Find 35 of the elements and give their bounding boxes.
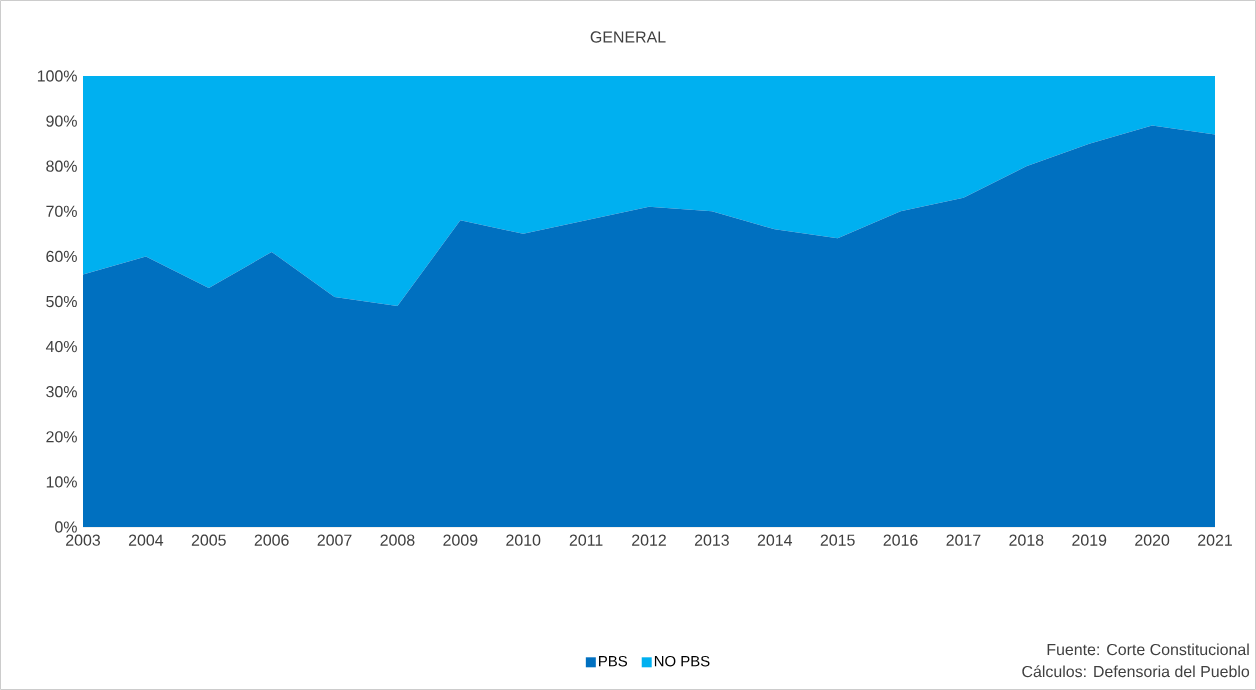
y-tick-label: 90% xyxy=(46,115,77,127)
y-tick-label: 100% xyxy=(37,70,77,82)
y-tick-label: 30% xyxy=(46,386,77,398)
y-tick-label: 40% xyxy=(45,340,77,353)
x-tick-label: 2015 xyxy=(820,534,855,546)
x-tick-label: 2018 xyxy=(1009,534,1044,546)
y-tick-label: 70% xyxy=(46,205,77,217)
x-tick-label: 2013 xyxy=(694,534,729,546)
x-tick-label: 2008 xyxy=(380,534,415,546)
y-tick-label: 0% xyxy=(55,521,77,533)
x-tick-label: 2017 xyxy=(946,534,981,546)
legend-label: NO PBS xyxy=(654,655,710,667)
x-tick-label: 2004 xyxy=(128,534,164,546)
source-note: Fuente: Corte Constitucional xyxy=(1047,643,1249,656)
text: Cálculos: Defensoria del Pueblo xyxy=(1022,665,1250,678)
x-tick-label: 2020 xyxy=(1135,534,1170,546)
x-tick-label: 2019 xyxy=(1072,534,1107,546)
x-tick-label: 2007 xyxy=(317,534,352,546)
x-tick-label: 2009 xyxy=(443,534,478,546)
x-tick-label: 2005 xyxy=(191,534,226,546)
x-tick-label: 2016 xyxy=(883,534,918,546)
x-tick-label: 2003 xyxy=(66,534,101,546)
legend-label: PBS xyxy=(599,655,628,667)
x-tick-label: 2010 xyxy=(506,534,541,546)
x-tick-label: 2006 xyxy=(254,534,289,546)
x-tick-label: 2014 xyxy=(757,534,793,546)
y-tick-label: 20% xyxy=(46,431,77,443)
x-tick-label: 2012 xyxy=(632,534,666,546)
y-tick-label: 60% xyxy=(46,250,77,263)
y-tick-label: 10% xyxy=(46,476,77,488)
chart-title: GENERAL xyxy=(590,31,666,43)
y-tick-label: 80% xyxy=(46,160,77,172)
x-tick-label: 2011 xyxy=(569,534,603,546)
y-tick-label: 50% xyxy=(46,295,77,308)
x-tick-label: 2021 xyxy=(1198,534,1232,546)
